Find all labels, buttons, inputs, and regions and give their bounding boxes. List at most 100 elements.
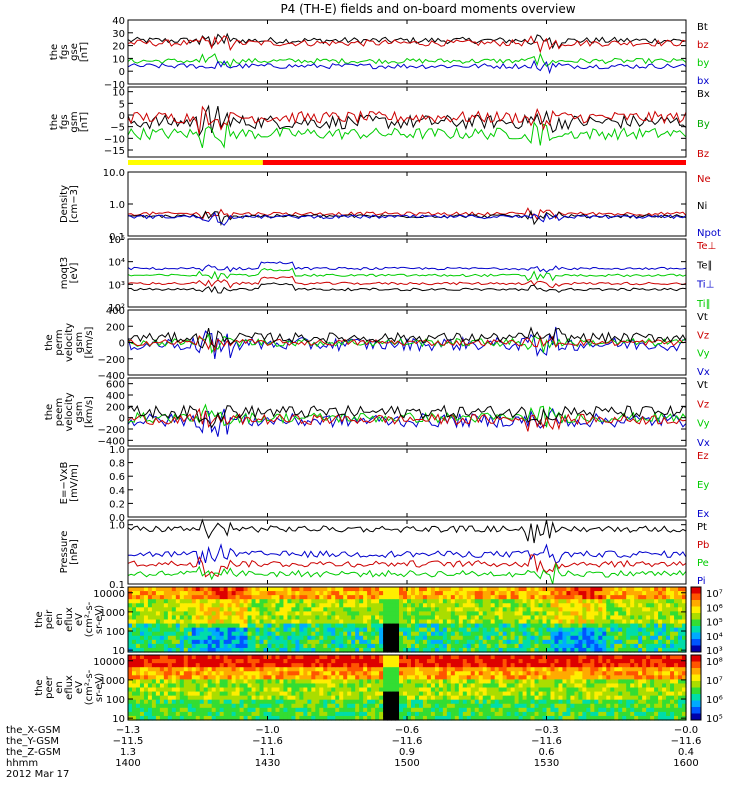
spectrogram-cell [638,687,643,693]
spectrogram-cell [558,655,564,660]
spectrogram-cell [299,607,304,612]
spectrogram-cell [295,671,300,676]
spectrogram-cell [578,687,583,693]
spectrogram-cell [446,639,452,645]
spectrogram-cell [562,711,568,717]
spectrogram-cell [534,691,540,697]
spectrogram-cell [566,635,572,641]
spectrogram-cell [219,711,225,717]
x-tick-label: 0.9 [399,747,415,758]
spectrogram-cell [211,671,217,676]
spectrogram-cell [526,615,532,621]
legend-item: Vt [697,312,708,323]
spectrogram-cell [271,679,277,685]
spectrogram-cell [450,611,456,617]
spectrogram-cell [399,715,404,721]
spectrogram-cell [466,691,472,697]
spectrogram-cell [155,671,161,676]
spectrogram-cell [678,643,683,649]
spectrogram-cell [303,647,308,653]
spectrogram-cell [522,627,528,633]
spectrogram-cell [478,687,484,693]
spectrogram-cell [139,595,145,600]
spectrogram-cell [215,647,221,653]
spectrogram-cell [474,695,480,701]
spectrogram-cell [550,707,556,713]
spectrogram-cell [267,703,273,709]
spectrogram-cell [550,703,556,709]
spectrogram-cell [347,659,352,664]
spectrogram-cell [446,687,452,693]
spectrogram-cell [403,627,408,633]
spectrogram-cell [195,679,201,685]
spectrogram-cell [410,671,416,676]
spectrogram-cell [247,647,253,653]
spectrogram-cell [630,691,635,697]
spectrogram-cell [295,659,300,664]
spectrogram-cell [339,699,344,705]
spectrogram-cell [454,623,460,629]
spectrogram-cell [255,599,261,604]
spectrogram-cell [299,695,304,701]
spectrogram-cell [666,679,671,685]
spectrogram-cell [375,627,380,633]
spectrogram-cell [271,627,277,633]
spectrogram-cell [207,663,213,668]
spectrogram-cell [291,675,296,680]
spectrogram-cell [227,711,233,717]
spectrogram-cell [470,663,476,668]
spectrogram-cell [642,711,647,717]
y-axis-label-line: sr-eV) [94,673,105,702]
spectrogram-cell [446,715,452,721]
spectrogram-cell [239,635,245,641]
spectrogram-cell [295,711,300,717]
spectrogram-cell [662,607,667,612]
spectrogram-cell [674,599,679,604]
spectrogram-cell [638,655,643,660]
spectrogram-cell [163,643,169,649]
spectrogram-cell [594,671,599,676]
spectrogram-cell [139,707,145,713]
spectrogram-cell [666,687,671,693]
spectrogram-cell [155,603,161,608]
spectrogram-cell [622,679,627,685]
spectrogram-cell [514,671,520,676]
spectrogram-cell [410,591,416,596]
spectrogram-cell [211,667,217,672]
spectrogram-cell [371,587,376,592]
spectrogram-cell [662,635,667,641]
spectrogram-cell [502,587,508,592]
y-axis-label-line: gsm [74,401,85,422]
spectrogram-cell [570,655,575,660]
spectrogram-cell [586,635,591,641]
spectrogram-cell [223,623,229,629]
spectrogram-cell [678,655,683,660]
spectrogram-cell [183,707,189,713]
spectrogram-cell [251,631,257,637]
y-axis-label-line: velocity [64,323,75,362]
spectrogram-cell [574,691,579,697]
spectrogram-cell [227,607,233,612]
spectrogram-cell [494,599,500,604]
spectrogram-cell [311,683,316,689]
spectrogram-cell [414,691,420,697]
spectrogram-cell [147,647,153,653]
spectrogram-cell [682,707,687,713]
spectrogram-cell [383,623,388,629]
spectrogram-cell [207,607,213,612]
spectrogram-cell [538,699,544,705]
series-line-Bz [127,105,687,134]
spectrogram-cell [219,595,225,600]
spectrogram-cell [227,671,233,676]
spectrogram-cell [590,663,595,668]
spectrogram-cell [327,699,332,705]
spectrogram-cell [307,711,312,717]
spectrogram-cell [259,683,265,689]
spectrogram-cell [319,707,324,713]
spectrogram-cell [658,603,663,608]
spectrogram-cell [399,639,404,645]
spectrogram-cell [654,631,659,637]
spectrogram-cell [666,639,671,645]
spectrogram-cell [199,591,205,596]
